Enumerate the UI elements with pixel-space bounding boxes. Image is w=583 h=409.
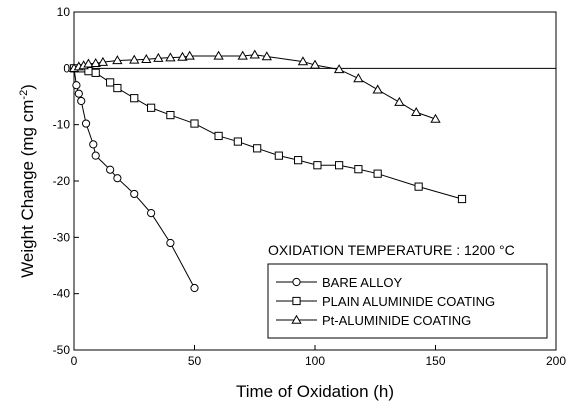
y-tick-label: -20 [53,174,71,188]
legend-marker [292,296,301,306]
data-point [294,156,303,165]
data-point [253,144,262,153]
y-axis-label: Weight Change (mg cm-2) [18,84,37,278]
data-point [411,106,422,116]
y-tick-label: -40 [53,287,71,301]
x-tick-label: 0 [71,354,78,368]
data-point [72,81,81,90]
data-point [106,165,115,174]
data-point [81,119,91,128]
data-point [130,189,139,199]
data-point [74,89,83,98]
data-point [309,59,321,69]
legend-marker [292,277,301,287]
data-point [153,52,164,62]
data-point [90,57,101,67]
data-point [77,96,86,106]
x-tick-label: 200 [546,354,566,368]
data-point [335,161,344,170]
data-point [113,83,122,93]
legend-label: BARE ALLOY [322,275,403,290]
data-point [354,165,363,174]
data-point [190,119,199,128]
legend-marker [291,314,302,324]
y-tick-label: 0 [63,61,70,75]
data-point [249,49,260,59]
annotation-temperature: OXIDATION TEMPERATURE : 1200 °C [268,242,515,258]
data-point [166,238,175,248]
data-point [91,68,100,77]
series-square [69,64,467,204]
legend-entry: BARE ALLOY [276,275,403,290]
data-point [297,56,309,66]
data-point [184,50,195,60]
data-point [166,110,175,120]
data-point [457,194,467,204]
data-point [430,113,441,123]
legend-label: Pt-ALUMINIDE COATING [322,313,471,328]
x-tick-label: 100 [305,354,325,368]
data-point [89,140,98,149]
series-line [73,54,436,120]
data-point [113,174,122,183]
data-point [213,50,224,60]
x-tick-label: 150 [425,354,445,368]
data-point [83,58,94,68]
data-point [414,182,423,191]
data-point [333,64,345,74]
data-point [112,55,123,65]
data-point [274,151,283,160]
y-tick-label: -10 [53,118,71,132]
series-line [74,67,463,200]
data-point [141,54,152,64]
data-point [177,51,188,61]
data-point [106,78,115,87]
data-point [190,283,199,293]
data-point [214,131,223,141]
y-tick-label: -50 [53,343,71,357]
y-tick-label: 10 [57,5,71,19]
data-point [165,52,176,62]
series-layer [68,49,467,293]
data-point [373,169,382,178]
data-point [372,84,383,94]
data-point [147,209,156,218]
data-point [97,56,109,66]
data-point [261,51,272,61]
data-point [353,73,364,83]
data-point [91,151,100,160]
legend-label: PLAIN ALUMINIDE COATING [322,294,495,309]
data-point [233,137,242,146]
legend: BARE ALLOY PLAIN ALUMINIDE COATING Pt-ALUM… [276,275,495,328]
series-circle [69,64,199,293]
data-point [237,50,248,60]
data-point [129,54,140,64]
y-tick-label: -30 [53,230,71,244]
data-point [394,96,405,106]
x-tick-label: 50 [188,354,202,368]
legend-entry: Pt-ALUMINIDE COATING [276,313,471,328]
data-point [313,161,322,170]
series-triangle [68,49,441,123]
data-point [130,94,139,103]
data-point [147,103,156,112]
x-axis-label: Time of Oxidation (h) [236,382,394,401]
legend-entry: PLAIN ALUMINIDE COATING [276,294,495,309]
